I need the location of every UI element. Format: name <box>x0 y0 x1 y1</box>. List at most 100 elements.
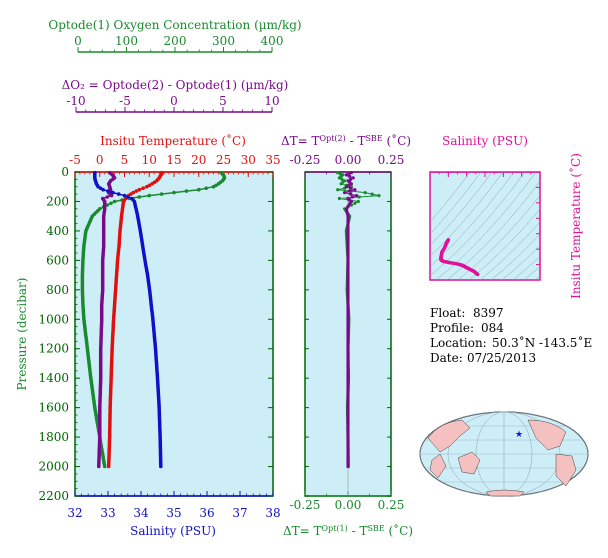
oxygen-point <box>105 203 109 207</box>
map-land-antarctica <box>485 489 525 497</box>
salinity-point <box>159 464 163 469</box>
delta-o2-axis-tick-label: -5 <box>119 94 131 108</box>
pressure-tick-label: 1600 <box>38 401 69 415</box>
dt_opt2-point <box>350 195 354 199</box>
salinity-point <box>111 190 115 195</box>
dt_opt2-point <box>353 188 357 192</box>
dt_opt2-point <box>349 177 353 181</box>
float-label: Float: <box>430 306 465 320</box>
dt-top-axis-tick-label: -0.25 <box>290 153 321 167</box>
dt-top-axis-title: ΔT= TOpt(2) - TSBE (˚C) <box>281 133 411 148</box>
pressure-tick-label: 1000 <box>38 312 69 326</box>
oxygen-point <box>197 187 201 192</box>
world-map: ★ <box>419 411 589 497</box>
dt_opt2-point <box>355 194 359 198</box>
dt_opt2-point <box>347 172 351 176</box>
date-label: Date: <box>430 351 463 365</box>
salinity-axis-tick-label: 38 <box>265 506 280 520</box>
ts-density-contour <box>446 180 540 280</box>
salinity-axis-title: Salinity (PSU) <box>130 524 216 538</box>
ts-density-contour <box>479 221 540 280</box>
dt-bottom-axis-title: ΔT= TOpt(1) - TSBE (˚C) <box>283 523 413 538</box>
map-land-asia <box>427 419 471 453</box>
temperature-axis-tick-label: 15 <box>166 153 181 167</box>
oxygen-axis: 0 100 200 300 400 <box>74 34 284 53</box>
date-value: 07/25/2013 <box>467 351 536 365</box>
ts-temperature-tick-label: 5 <box>546 258 554 272</box>
temperature-axis-tick-label: 35 <box>265 153 280 167</box>
salinity-point <box>122 193 127 198</box>
ts-density-contour <box>601 172 608 280</box>
ts-density-contour <box>468 208 540 280</box>
ts-temperature-tick-label: 20 <box>546 211 561 225</box>
dt_opt1-point <box>336 188 340 192</box>
delta-o2-axis-tick-label: -10 <box>66 94 85 108</box>
ts-density-contour <box>435 172 537 280</box>
ts-density-contour <box>501 245 540 280</box>
salinity-axis-tick-label: 37 <box>232 506 247 520</box>
location-value: 50.3˚N -143.5˚E <box>492 335 592 350</box>
oxygen-axis-tick-label: 400 <box>261 34 284 48</box>
dt_opt1-point <box>338 172 342 176</box>
ts-temperature-tick-label: 0 <box>546 273 554 287</box>
float-info: Float: 8397 Profile: 084 Location: 50.3˚… <box>430 306 592 365</box>
ts-density-contour <box>430 172 471 223</box>
dt_opt2-point <box>348 174 352 178</box>
temperature-axis-tick-label: 25 <box>216 153 231 167</box>
ts-salinity-axis-tick-label: 36 <box>496 153 511 167</box>
pressure-tick-label: 2000 <box>38 460 69 474</box>
ts-density-contour <box>430 172 493 246</box>
oxygen-point <box>184 189 189 193</box>
salinity-axis-tick-label: 33 <box>100 506 115 520</box>
temperature-axis-title: Insitu Temperature (˚C) <box>100 133 246 148</box>
map-land-africa-east <box>429 453 447 479</box>
delta_o2-point <box>105 195 109 199</box>
ts-plot-marks <box>439 238 480 277</box>
dt-bottom-axis-tick-label: -0.25 <box>290 498 321 512</box>
dt_opt1-point <box>357 195 361 199</box>
dt_opt2-point <box>344 173 348 177</box>
profile-plot-marks <box>80 170 227 469</box>
dt_opt2-point <box>348 189 352 193</box>
ts-salinity-axis-tick-label: 32 <box>422 153 437 167</box>
delta-o2-axis-title: ΔO₂ = Optode(2) - Optode(1) (µm/kg) <box>62 78 289 92</box>
dt_opt2-point <box>347 183 351 187</box>
ts-salinity-axis-tick-label: 37 <box>514 153 529 167</box>
temperature-axis-tick-label: 5 <box>121 153 129 167</box>
oxygen-point <box>102 464 107 469</box>
temperature-point <box>150 182 154 186</box>
dt_opt1-point <box>337 176 341 180</box>
salinity-point <box>106 189 110 193</box>
dt_opt1-point <box>340 177 344 181</box>
salinity-point <box>116 192 121 196</box>
salinity-point <box>126 195 130 199</box>
oxygen-point <box>204 186 208 190</box>
ts-temperature-tick-label: 30 <box>546 180 561 194</box>
location-label: Location: <box>430 336 487 350</box>
pressure-axis-title: Pressure (decibar) <box>15 278 29 391</box>
oxygen-axis-title: Optode(1) Oxygen Concentration (µm/kg) <box>48 18 301 32</box>
dt_opt2-point <box>343 191 347 195</box>
delta-t-plot-marks <box>336 171 381 469</box>
float-location-marker: ★ <box>515 430 523 440</box>
salinity-axis-tick-label: 34 <box>133 506 149 520</box>
delta-o2-axis-tick-label: 10 <box>264 94 279 108</box>
dt_opt1-point <box>356 199 360 204</box>
ts-density-contour <box>523 266 540 280</box>
oxygen-point <box>159 192 164 196</box>
oxygen-point <box>147 193 152 198</box>
ts-salinity-axis-tick-label: 35 <box>477 153 492 167</box>
ts-density-contour <box>490 233 540 280</box>
pressure-tick-label: 200 <box>46 194 69 208</box>
temperature-point <box>147 183 152 188</box>
temperature-axis-tick-label: 30 <box>241 153 256 167</box>
map-land-australia <box>457 451 481 475</box>
delta_o2-point <box>109 193 114 198</box>
temperature-point <box>137 187 142 192</box>
salinity-axis-tick-label: 35 <box>166 506 181 520</box>
dt-top-axis-tick-label: 0.00 <box>335 153 362 167</box>
salinity-point <box>101 187 105 192</box>
